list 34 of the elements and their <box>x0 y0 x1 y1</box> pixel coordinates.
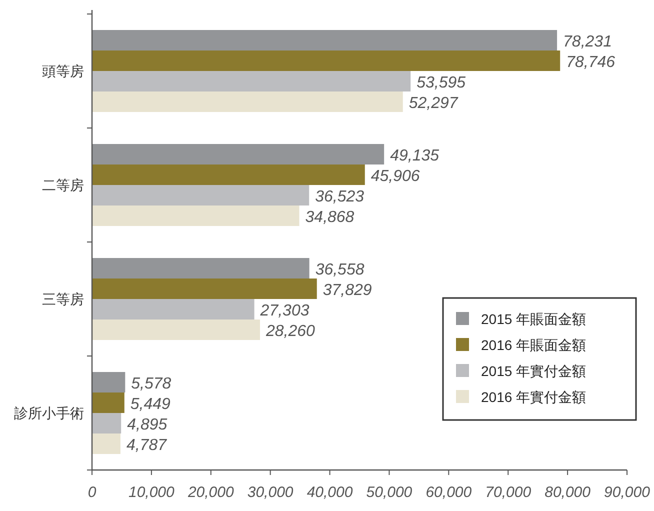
data-label: 49,135 <box>390 147 440 164</box>
y-tick-label: 三等房 <box>42 291 84 307</box>
x-tick-label: 10,000 <box>128 484 176 501</box>
data-label: 37,829 <box>322 282 372 299</box>
legend-label: 2015 年實付金額 <box>481 363 586 379</box>
legend-label: 2015 年賬面金額 <box>481 311 586 327</box>
data-label: 28,260 <box>264 322 316 340</box>
x-tick-label: 70,000 <box>485 484 532 501</box>
x-tick-label: 40,000 <box>306 484 354 501</box>
data-label: 78,746 <box>566 54 616 71</box>
data-label: 5,578 <box>131 375 172 392</box>
data-label: 78,231 <box>563 33 612 50</box>
x-tick-label: 20,000 <box>186 484 234 501</box>
data-label: 36,558 <box>315 261 364 278</box>
data-label: 27,303 <box>259 302 310 320</box>
data-label: 5,449 <box>130 396 171 413</box>
x-tick-label: 60,000 <box>426 484 472 501</box>
x-tick-label: 90,000 <box>604 484 651 501</box>
data-label: 45,906 <box>370 168 420 185</box>
x-tick-label: 30,000 <box>247 484 294 501</box>
data-label: 4,787 <box>126 436 168 454</box>
x-tick-label: 50,000 <box>366 484 413 501</box>
y-tick-label: 診所小手術 <box>14 405 84 421</box>
y-tick-label: 頭等房 <box>42 63 84 79</box>
data-label: 4,895 <box>127 416 168 434</box>
data-label: 52,297 <box>408 94 459 112</box>
legend-label: 2016 年賬面金額 <box>481 337 586 353</box>
data-label: 36,523 <box>315 188 364 206</box>
data-label: 53,595 <box>416 74 466 92</box>
y-tick-label: 二等房 <box>42 177 84 193</box>
x-tick-label: 0 <box>88 484 97 501</box>
x-tick-label: 80,000 <box>544 484 592 501</box>
data-label: 34,868 <box>305 208 354 226</box>
legend-label: 2016 年實付金額 <box>481 389 586 405</box>
